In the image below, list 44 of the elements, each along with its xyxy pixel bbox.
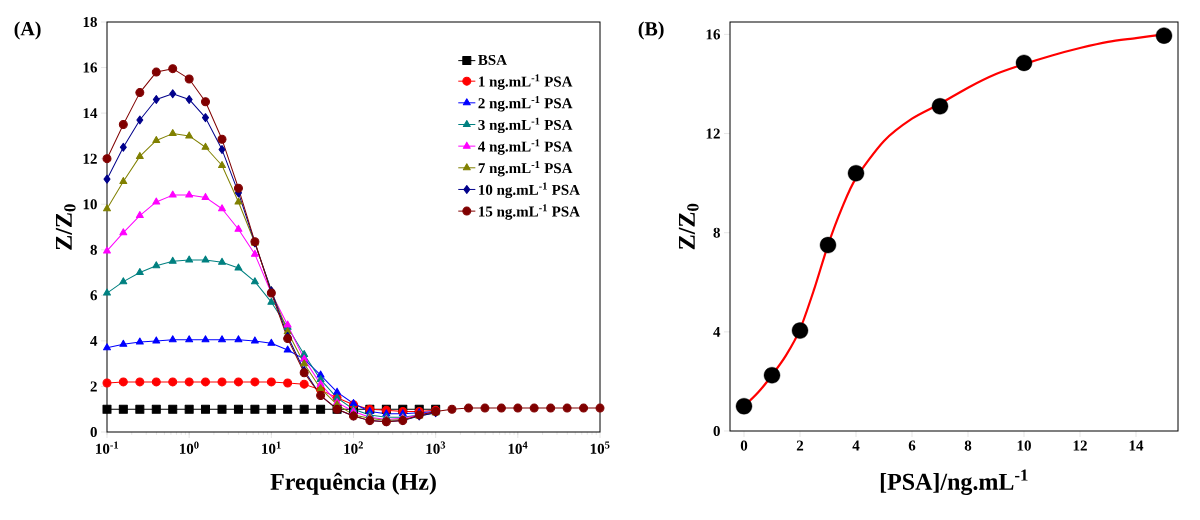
x-tick-label: 10$^{2}$ [344,441,363,454]
y-axis-title: Z/Z$_{0}$ [55,204,76,250]
y-tick-label: 4 [713,326,721,337]
x-tick-label: 0 [740,440,748,451]
y-tick-label: 2 [90,381,97,392]
legend-label: 1 ng.mL$^{-1}$ PSA [479,74,573,90]
y-tick-label: 16 [706,29,721,40]
x-axis-title: [PSA]/ng.mL$^{-1}$ [880,469,1028,495]
legend-label: 15 ng.mL$^{-1}$ PSA [479,204,580,220]
legend-label: 10 ng.mL$^{-1}$ PSA [479,182,580,199]
legend-label: 3 ng.mL$^{-1}$ PSA [478,117,573,134]
y-tick-label: 6 [90,290,98,301]
y-tick-label: 12 [706,128,720,139]
y-tick-label: 10 [83,199,97,210]
legend-label: BSA [478,54,507,65]
y-axis-title: Z/Z$_{0}$ [678,203,699,250]
x-axis-title: Frequência (Hz) [270,472,436,495]
y-tick-label: 8 [90,244,97,255]
x-tick-label: 6 [908,440,916,451]
y-tick-label: 8 [713,227,720,238]
legend-label: 2 ng.mL$^{-1}$ PSA [478,95,573,112]
x-tick-label: 10$^{3}$ [426,441,446,454]
text: (A) [14,21,41,40]
x-tick-label: 10 [1017,440,1031,451]
x-tick-label: 4 [852,440,860,451]
x-tick-label: 10$^{5}$ [590,441,610,454]
y-tick-label: 12 [83,153,97,164]
y-tick-label: 4 [90,335,98,346]
x-tick-label: 12 [1073,440,1087,451]
x-tick-label: 8 [964,440,972,451]
y-tick-label: 0 [90,426,97,438]
y-tick-label: 14 [83,108,98,119]
x-tick-label: 10$^{0}$ [180,441,199,454]
x-tick-label: 10$^{-1}$ [96,441,119,454]
x-tick-label: 10$^{4}$ [508,441,528,454]
x-tick-label: 14 [1129,440,1144,451]
y-tick-label: 16 [83,62,98,73]
y-tick-label: 0 [713,425,720,437]
legend-label: 4 ng.mL$^{-1}$ PSA [478,139,573,155]
x-tick-label: 2 [796,440,804,451]
y-tick-label: 18 [83,16,97,28]
text: (B) [638,21,664,40]
legend-label: 7 ng.mL$^{-1}$ PSA [478,160,573,177]
x-tick-label: 10$^{1}$ [262,441,281,454]
